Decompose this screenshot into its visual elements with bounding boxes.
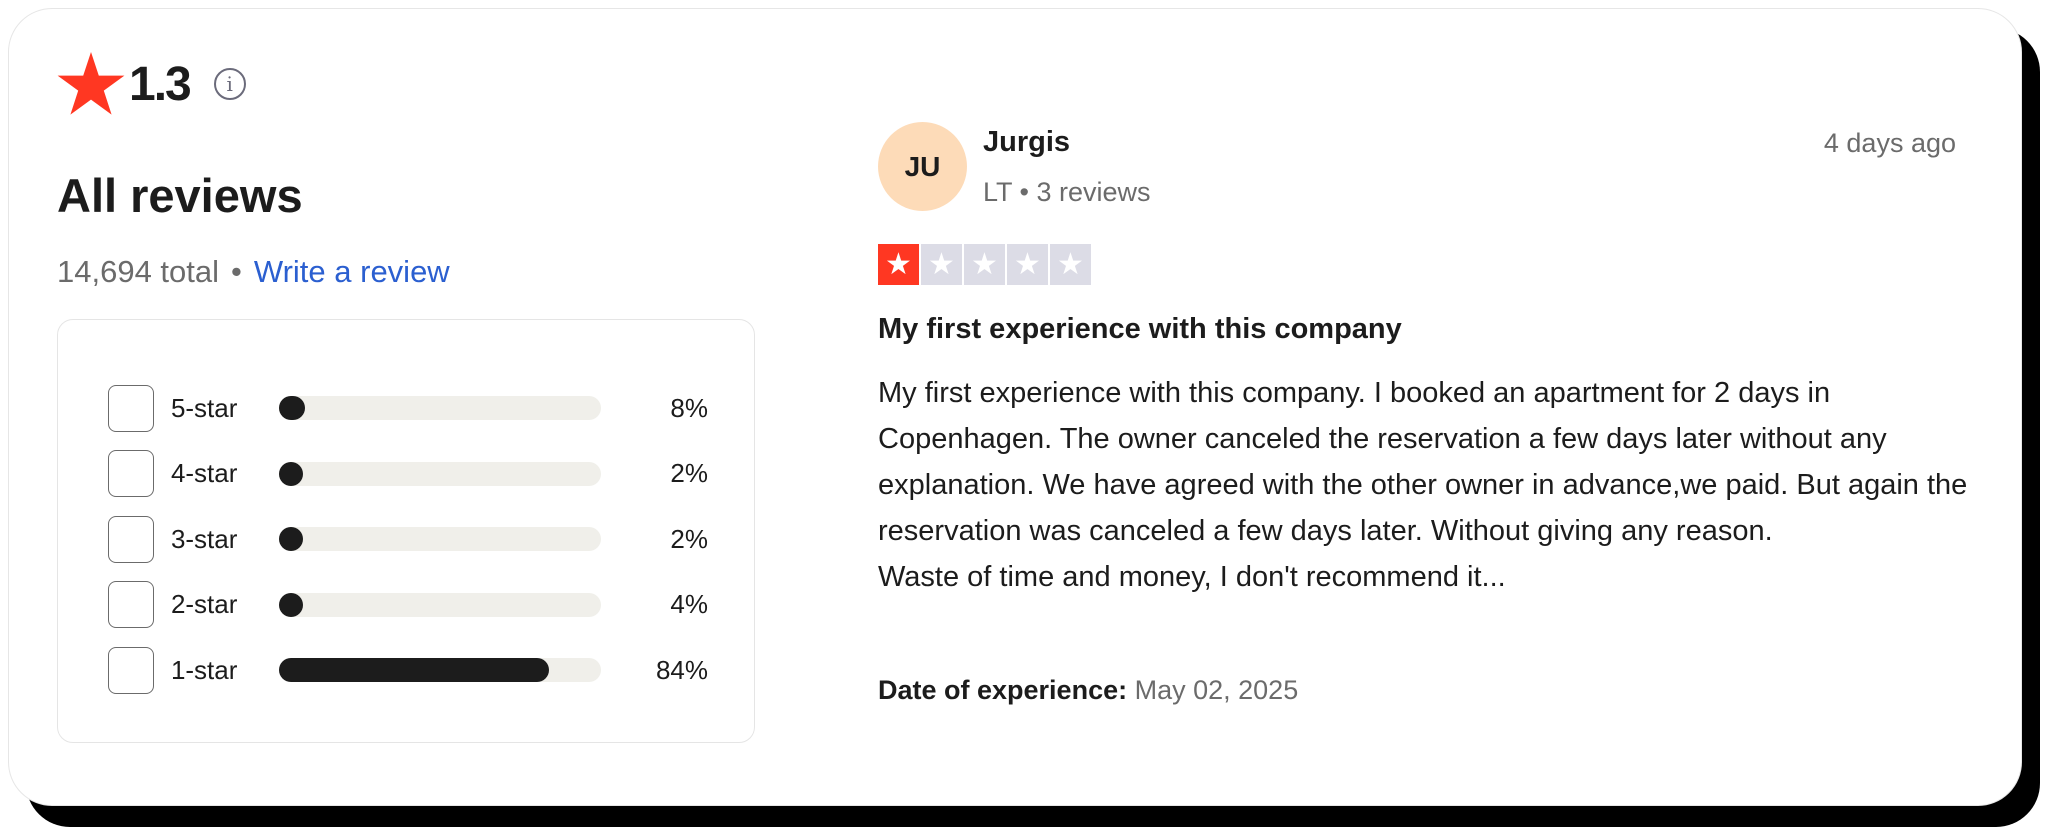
percent-bar-fill (279, 658, 550, 682)
total-count: 14,694 total (57, 254, 220, 289)
filter-checkbox[interactable] (108, 515, 154, 563)
rating-value: 1.3 (129, 57, 192, 111)
filter-checkbox[interactable] (108, 646, 154, 694)
rating-filter-panel: 5-star 8% 4-star 2% 3-star 2% 2-star 4% … (57, 319, 755, 743)
star-icon: ★ (1007, 244, 1048, 285)
percent-value: 84% (655, 654, 708, 685)
percent-bar (279, 527, 601, 551)
reviewer-name[interactable]: Jurgis (983, 126, 1071, 158)
review-paragraph: My first experience with this company. I… (878, 377, 1968, 547)
percent-value: 2% (670, 458, 708, 488)
filter-checkbox[interactable] (108, 450, 154, 497)
write-review-link[interactable]: Write a review (253, 254, 450, 289)
date-of-experience: Date of experience: May 02, 2025 (878, 675, 1298, 706)
star-label: 1-star (170, 654, 238, 685)
percent-value: 2% (670, 523, 708, 554)
review-body: My first experience with this company. I… (878, 370, 1978, 600)
rating-filter-row[interactable]: 5-star 8% (108, 383, 708, 433)
rating-filter-row[interactable]: 2-star 4% (108, 580, 708, 630)
review-star-rating: ★ ★ ★ ★ ★ (878, 244, 1091, 285)
star-icon: ★ (964, 244, 1005, 285)
review-count-line: 14,694 total • Write a review (57, 254, 450, 290)
percent-bar-fill (279, 461, 304, 486)
star-icon (57, 52, 125, 115)
reviewer-meta: LT • 3 reviews (983, 177, 1151, 207)
info-icon[interactable]: i (213, 68, 246, 100)
percent-bar-fill (279, 527, 304, 551)
filter-checkbox[interactable] (108, 384, 154, 432)
avatar[interactable]: JU (878, 122, 967, 211)
rating-filter-row[interactable]: 3-star 2% (108, 514, 708, 564)
percent-value: 8% (670, 392, 708, 423)
percent-bar-fill (279, 592, 304, 617)
review-paragraph: Waste of time and money, I don't recomme… (878, 561, 1506, 593)
percent-bar-fill (279, 396, 306, 420)
percent-value: 4% (670, 589, 708, 619)
rating-filter-row[interactable]: 4-star 2% (108, 449, 708, 499)
separator: • (231, 254, 242, 289)
star-icon: ★ (921, 244, 962, 285)
percent-bar (279, 658, 601, 682)
date-value: May 02, 2025 (1134, 675, 1299, 705)
date-label: Date of experience: (878, 675, 1128, 705)
star-label: 5-star (170, 392, 238, 423)
star-label: 2-star (170, 589, 238, 619)
star-label: 3-star (170, 523, 238, 554)
page-title: All reviews (57, 169, 303, 222)
review-timestamp: 4 days ago (1823, 128, 1956, 158)
rating-filter-row[interactable]: 1-star 84% (108, 645, 708, 695)
filter-checkbox[interactable] (108, 581, 154, 628)
review-title[interactable]: My first experience with this company (878, 313, 1402, 345)
percent-bar (279, 592, 601, 617)
star-icon: ★ (878, 244, 919, 285)
percent-bar (279, 396, 601, 420)
percent-bar (279, 461, 601, 486)
star-icon: ★ (1050, 244, 1091, 285)
star-label: 4-star (170, 458, 238, 488)
overall-rating: 1.3 i (57, 52, 246, 116)
